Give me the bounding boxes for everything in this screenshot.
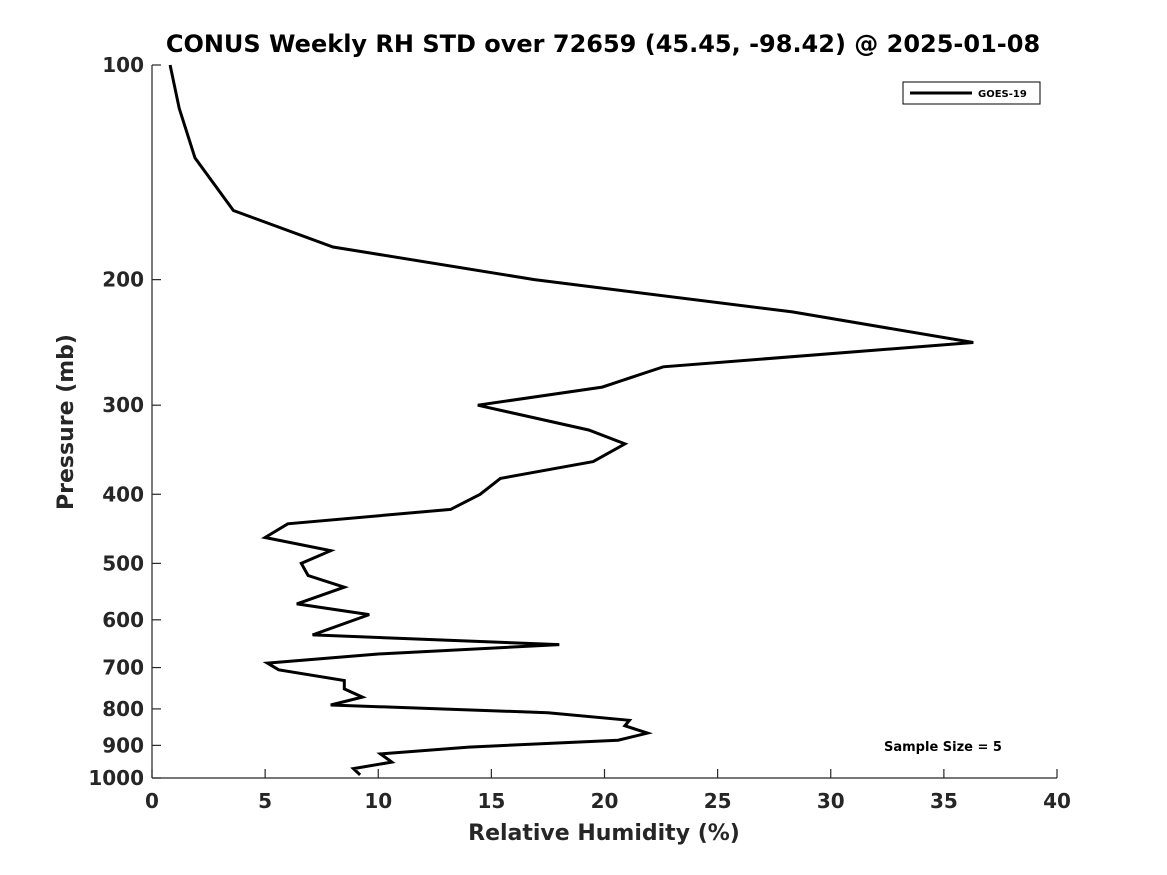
y-tick-label: 900 xyxy=(102,733,144,757)
y-tick-label: 1000 xyxy=(88,766,144,790)
x-axis-ticks: 0 5 10 15 20 25 30 35 40 xyxy=(145,769,1071,813)
y-tick-label: 100 xyxy=(102,53,144,77)
y-tick-label: 600 xyxy=(102,608,144,632)
legend: GOES-19 xyxy=(902,81,1041,105)
y-tick-label: 200 xyxy=(102,268,144,292)
y-axis-label: Pressure (mb) xyxy=(54,334,79,510)
x-tick-label: 5 xyxy=(258,789,272,813)
x-tick-label: 0 xyxy=(145,789,159,813)
sample-size-annotation: Sample Size = 5 xyxy=(884,740,1002,755)
x-tick-label: 15 xyxy=(477,789,505,813)
y-tick-label: 700 xyxy=(102,656,144,680)
y-axis-ticks: 100 200 300 400 500 600 700 800 900 1000 xyxy=(88,53,161,790)
series-line-goes-19 xyxy=(168,64,974,776)
x-axis-label: Relative Humidity (%) xyxy=(468,821,740,846)
x-tick-label: 35 xyxy=(930,789,958,813)
y-tick-label: 400 xyxy=(102,482,144,506)
y-tick-label: 800 xyxy=(102,697,144,721)
x-tick-label: 30 xyxy=(817,789,845,813)
x-tick-label: 40 xyxy=(1043,789,1071,813)
x-tick-label: 10 xyxy=(364,789,392,813)
x-tick-label: 20 xyxy=(591,789,619,813)
x-tick-label: 25 xyxy=(704,789,732,813)
y-tick-label: 300 xyxy=(102,393,144,417)
legend-entry-goes-19: GOES-19 xyxy=(978,89,1027,100)
chart-title: CONUS Weekly RH STD over 72659 (45.45, -… xyxy=(166,30,1040,58)
y-tick-label: 500 xyxy=(102,551,144,575)
